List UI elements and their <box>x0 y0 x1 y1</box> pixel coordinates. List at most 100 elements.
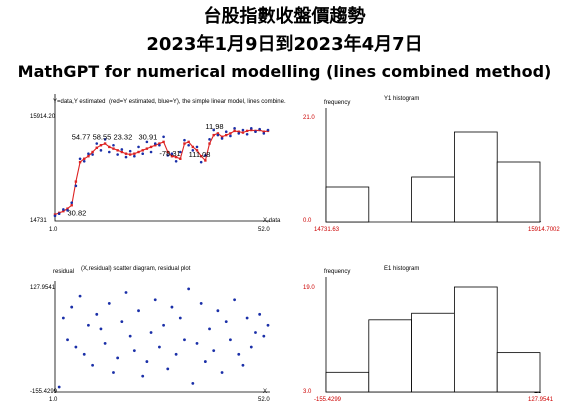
data-point <box>99 149 103 152</box>
estimated-point <box>154 144 157 147</box>
residual-point <box>183 338 186 342</box>
estimated-point <box>195 149 199 152</box>
data-point <box>70 201 74 205</box>
residual-point <box>158 345 161 349</box>
residual-scatter-points <box>57 287 270 389</box>
residual-point <box>245 316 249 320</box>
estimated-point <box>187 140 190 144</box>
estimated-point <box>141 149 144 152</box>
residual-point <box>120 320 124 324</box>
line-chart-annotation: 23.32 <box>113 132 132 141</box>
e1-histogram-panel: frequency E1 histogram 19.0 3.0 -155.429… <box>303 266 554 403</box>
line-chart-ytick-min: 14731 <box>30 218 47 224</box>
residual-point <box>220 371 224 374</box>
e1-histogram-bar <box>453 286 498 393</box>
residual-scatter-panel: residual (X,residual) scatter diagram, r… <box>30 266 270 403</box>
data-point <box>212 128 216 132</box>
residual-point <box>212 349 216 353</box>
y1-histogram-bars <box>325 131 541 223</box>
residual-point <box>224 320 228 324</box>
estimated-point <box>87 155 90 158</box>
estimated-point <box>208 142 211 145</box>
line-chart-annotation: 54.77 <box>72 132 91 141</box>
estimated-point <box>120 150 124 154</box>
residual-point <box>258 312 262 316</box>
residual-scatter-ylabel: residual <box>53 269 74 275</box>
data-point <box>262 132 266 135</box>
data-point <box>166 154 170 157</box>
residual-point <box>187 287 191 291</box>
residual-point <box>66 338 69 342</box>
data-point <box>249 127 253 130</box>
residual-point <box>241 363 245 367</box>
estimated-point <box>241 131 245 134</box>
data-point <box>145 140 149 144</box>
data-point <box>233 127 236 130</box>
date-range: 2023年1月9日到2023年4月7日 <box>146 34 423 55</box>
line-chart-axes <box>54 94 270 222</box>
main-title: 台股指數收盤價趨勢 <box>203 6 366 27</box>
data-point <box>158 143 161 147</box>
estimated-point <box>183 142 186 145</box>
data-point <box>224 130 228 134</box>
estimated-point <box>229 132 232 135</box>
data-point <box>229 134 232 138</box>
residual-point <box>149 331 153 334</box>
residual-point <box>95 312 99 316</box>
residual-point <box>229 338 232 342</box>
estimated-point <box>262 130 266 133</box>
residual-point <box>107 302 111 305</box>
y1-histogram-bar <box>496 161 541 223</box>
line-chart-annotation: 11.98 <box>205 122 223 131</box>
estimated-point <box>233 129 236 133</box>
data-point <box>128 149 132 153</box>
data-point <box>183 138 186 142</box>
data-point <box>53 214 57 218</box>
residual-point <box>112 371 115 374</box>
data-point <box>74 184 78 188</box>
e1-histogram-ytick-min: 3.0 <box>303 389 312 395</box>
residual-point <box>178 316 182 320</box>
data-point <box>258 127 261 131</box>
data-point <box>220 137 224 140</box>
data-point <box>91 153 94 156</box>
residual-scatter-ytick-max: 127.9541 <box>30 285 56 291</box>
residual-point <box>262 334 266 338</box>
estimated-point <box>220 135 224 138</box>
data-point <box>216 133 220 137</box>
line-chart-annotation: 58.55 <box>93 132 112 141</box>
residual-scatter-ytick-min: -155.4299 <box>30 389 58 395</box>
line-chart-ylabel: Y=data,Y estimated <box>53 99 105 105</box>
y1-histogram-panel: frequency Y1 histogram 21.0 0.0 14731.63… <box>303 96 560 233</box>
estimated-point <box>245 129 249 133</box>
residual-point <box>70 305 74 309</box>
data-point <box>241 128 245 132</box>
estimated-point <box>199 155 203 158</box>
residual-point <box>166 367 170 371</box>
data-point <box>107 150 111 154</box>
residual-point <box>87 323 90 327</box>
data-point <box>120 148 124 151</box>
y1-histogram-bar <box>453 131 498 223</box>
residual-point <box>74 345 78 349</box>
line-chart-annotation: 30.91 <box>139 132 158 141</box>
line-chart-legend-note: (red=Y estimated, blue=Y), the simple li… <box>109 99 286 105</box>
estimated-point <box>162 140 165 144</box>
y1-histogram-bar <box>411 176 455 223</box>
residual-point <box>132 349 136 353</box>
estimated-point <box>103 142 107 145</box>
residual-point <box>61 316 65 320</box>
estimated-point <box>216 132 220 135</box>
y1-histogram-bar <box>325 186 370 223</box>
residual-point <box>145 360 149 363</box>
residual-point <box>237 352 241 356</box>
line-chart-annotation: 111.08 <box>189 150 211 159</box>
residual-point <box>162 323 165 327</box>
estimated-point <box>145 147 149 150</box>
estimated-point <box>108 145 111 149</box>
data-point <box>124 155 128 159</box>
data-point <box>87 152 90 155</box>
e1-histogram-bar <box>325 371 370 393</box>
data-point <box>62 208 65 211</box>
data-point <box>137 145 140 149</box>
